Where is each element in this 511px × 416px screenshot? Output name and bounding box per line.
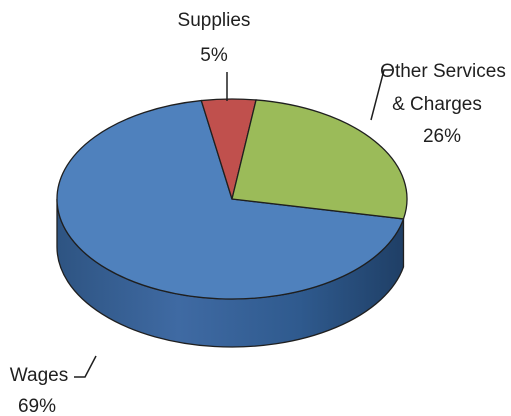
pie-slice-other <box>231 99 408 220</box>
label-wages-name: Wages <box>10 365 68 386</box>
label-other-name-line2: & Charges <box>392 94 482 115</box>
label-supplies-name: Supplies <box>178 10 251 31</box>
leader-line-wages <box>74 355 97 378</box>
leader-line-other <box>370 69 392 121</box>
label-supplies-value: 5% <box>200 45 228 66</box>
pie-slice-wages <box>56 99 405 300</box>
label-other-value: 26% <box>423 126 461 147</box>
label-other-name-line1: Other Services <box>380 61 506 82</box>
label-wages-value: 69% <box>18 396 56 416</box>
